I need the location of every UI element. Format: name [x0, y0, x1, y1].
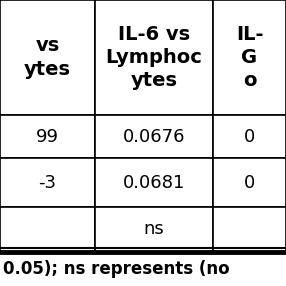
Text: ns: ns — [144, 221, 164, 239]
Text: 99: 99 — [36, 128, 59, 146]
Text: IL-
G
o: IL- G o — [236, 25, 263, 90]
Bar — [0, 0, 95, 115]
Bar — [213, 158, 286, 207]
Bar — [95, 0, 213, 115]
Bar — [213, 115, 286, 158]
Text: 0: 0 — [244, 174, 255, 192]
Bar — [95, 158, 213, 207]
Text: 0.0676: 0.0676 — [123, 128, 185, 146]
Text: -3: -3 — [39, 174, 57, 192]
Bar — [95, 115, 213, 158]
Bar — [213, 0, 286, 115]
Text: 0.0681: 0.0681 — [123, 174, 185, 192]
Bar — [95, 207, 213, 252]
Bar — [0, 158, 95, 207]
Text: vs
ytes: vs ytes — [24, 36, 71, 79]
Bar — [0, 207, 95, 252]
Bar — [0, 115, 95, 158]
Text: 0: 0 — [244, 128, 255, 146]
Bar — [213, 207, 286, 252]
Text: IL-6 vs
Lymphoc
ytes: IL-6 vs Lymphoc ytes — [106, 25, 202, 90]
Text: 0.05); ns represents (no: 0.05); ns represents (no — [3, 260, 230, 278]
